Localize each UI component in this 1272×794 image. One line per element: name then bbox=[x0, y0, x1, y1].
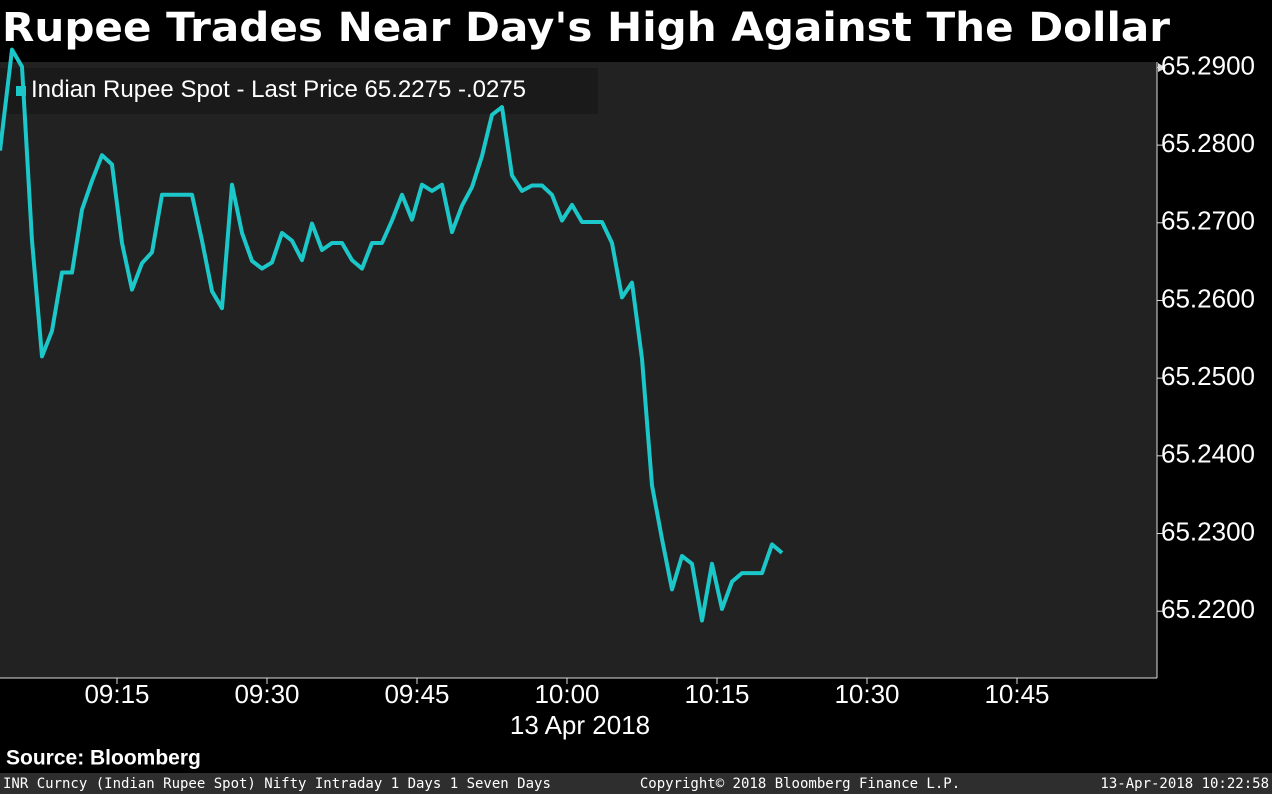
y-tick-label: 65.2800 bbox=[1161, 128, 1255, 158]
footer-right: 13-Apr-2018 10:22:58 bbox=[1100, 776, 1269, 792]
footer-bar bbox=[0, 773, 1272, 794]
x-tick-label: 10:00 bbox=[534, 679, 599, 709]
x-tick-label: 10:15 bbox=[684, 679, 749, 709]
legend-name: Indian Rupee Spot - Last Price bbox=[31, 76, 358, 103]
legend-price: 65.2275 bbox=[365, 76, 452, 103]
y-tick-label: 65.2400 bbox=[1161, 439, 1255, 469]
date-label: 13 Apr 2018 bbox=[510, 710, 650, 740]
y-tick-label: 65.2600 bbox=[1161, 283, 1255, 313]
x-tick-label: 09:15 bbox=[84, 679, 149, 709]
y-tick-label: 65.2700 bbox=[1161, 206, 1255, 236]
legend-change: -.0275 bbox=[458, 76, 526, 103]
x-tick-label: 09:30 bbox=[234, 679, 299, 709]
plot-area bbox=[0, 62, 1157, 678]
source: Source: Bloomberg bbox=[6, 747, 201, 770]
legend-box bbox=[0, 68, 598, 114]
footer-center: Copyright© 2018 Bloomberg Finance L.P. bbox=[640, 776, 960, 792]
y-tick-label: 65.2300 bbox=[1161, 516, 1255, 546]
y-tick-label: 65.2500 bbox=[1161, 361, 1255, 391]
x-tick-label: 09:45 bbox=[384, 679, 449, 709]
footer-left: INR Curncy (Indian Rupee Spot) Nifty Int… bbox=[3, 776, 551, 792]
chart-title: Rupee Trades Near Day's High Against The… bbox=[2, 5, 1170, 51]
legend-swatch bbox=[16, 86, 26, 96]
legend-label: Indian Rupee Spot - Last Price 65.2275 -… bbox=[31, 76, 526, 103]
y-tick-label: 65.2200 bbox=[1161, 594, 1255, 624]
series-line bbox=[0, 47, 784, 623]
y-tick-label: 65.2900 bbox=[1161, 50, 1255, 80]
x-tick-label: 10:30 bbox=[834, 679, 899, 709]
x-tick-label: 10:45 bbox=[984, 679, 1049, 709]
